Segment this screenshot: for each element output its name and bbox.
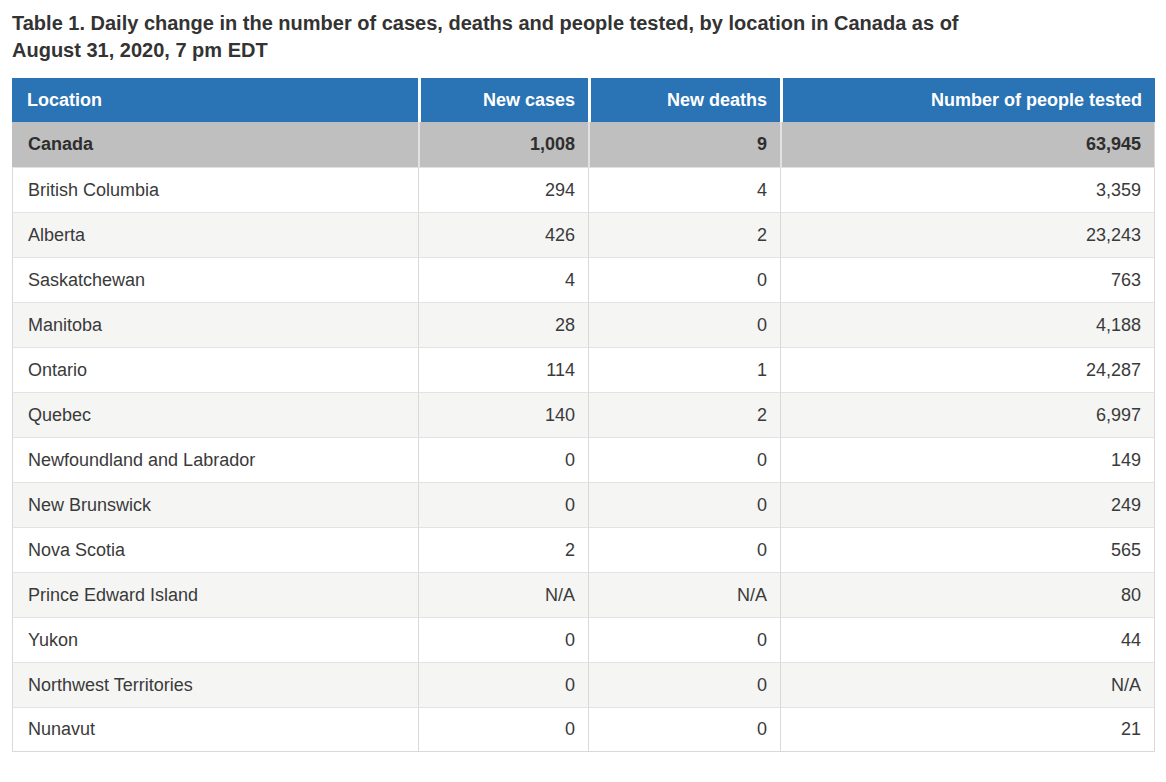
cell-new-cases: 114 xyxy=(418,347,588,392)
table-row-alberta: Alberta 426 2 23,243 xyxy=(12,212,1155,257)
cell-people-tested: 21 xyxy=(780,707,1155,752)
table-row-quebec: Quebec 140 2 6,997 xyxy=(12,392,1155,437)
cell-new-cases: 140 xyxy=(418,392,588,437)
cell-new-deaths: 0 xyxy=(588,302,780,347)
table-row-manitoba: Manitoba 28 0 4,188 xyxy=(12,302,1155,347)
cell-new-cases: 426 xyxy=(418,212,588,257)
header-row: Location New cases New deaths Number of … xyxy=(12,78,1155,122)
table-row-british-columbia: British Columbia 294 4 3,359 xyxy=(12,167,1155,212)
cell-new-cases: 294 xyxy=(418,167,588,212)
cell-people-tested: 6,997 xyxy=(780,392,1155,437)
cell-new-deaths: N/A xyxy=(588,572,780,617)
table-row-northwest-territories: Northwest Territories 0 0 N/A xyxy=(12,662,1155,707)
table-row-ontario: Ontario 114 1 24,287 xyxy=(12,347,1155,392)
cell-new-cases: 0 xyxy=(418,437,588,482)
cell-people-tested: N/A xyxy=(780,662,1155,707)
table-row-nunavut: Nunavut 0 0 21 xyxy=(12,707,1155,752)
cell-new-cases: 28 xyxy=(418,302,588,347)
cell-new-deaths: 0 xyxy=(588,707,780,752)
page: Table 1. Daily change in the number of c… xyxy=(0,0,1166,782)
cell-new-deaths: 0 xyxy=(588,662,780,707)
cell-location: Quebec xyxy=(12,392,418,437)
cell-people-tested: 149 xyxy=(780,437,1155,482)
cell-location: Nunavut xyxy=(12,707,418,752)
cell-new-deaths: 0 xyxy=(588,617,780,662)
cell-location: British Columbia xyxy=(12,167,418,212)
column-header-location: Location xyxy=(12,78,418,122)
table-title-line-2: August 31, 2020, 7 pm EDT xyxy=(12,37,1154,64)
table-title: Table 1. Daily change in the number of c… xyxy=(12,10,1154,64)
column-header-people-tested: Number of people tested xyxy=(780,78,1155,122)
cell-new-cases: 0 xyxy=(418,617,588,662)
cell-new-deaths: 2 xyxy=(588,212,780,257)
cell-location: Yukon xyxy=(12,617,418,662)
cell-location: Canada xyxy=(12,122,418,167)
cell-people-tested: 763 xyxy=(780,257,1155,302)
table-row-nova-scotia: Nova Scotia 2 0 565 xyxy=(12,527,1155,572)
cell-location: Nova Scotia xyxy=(12,527,418,572)
cell-location: Prince Edward Island xyxy=(12,572,418,617)
summary-row-canada: Canada 1,008 9 63,945 xyxy=(12,122,1155,167)
daily-change-table: Location New cases New deaths Number of … xyxy=(12,78,1155,752)
cell-new-deaths: 4 xyxy=(588,167,780,212)
table-row-prince-edward-island: Prince Edward Island N/A N/A 80 xyxy=(12,572,1155,617)
cell-new-cases: 4 xyxy=(418,257,588,302)
cell-location: Alberta xyxy=(12,212,418,257)
cell-new-deaths: 2 xyxy=(588,392,780,437)
cell-new-cases: 0 xyxy=(418,707,588,752)
cell-people-tested: 249 xyxy=(780,482,1155,527)
cell-new-cases: 1,008 xyxy=(418,122,588,167)
cell-people-tested: 44 xyxy=(780,617,1155,662)
table-title-line-1: Table 1. Daily change in the number of c… xyxy=(12,10,1154,37)
cell-new-deaths: 9 xyxy=(588,122,780,167)
table-row-newfoundland-and-labrador: Newfoundland and Labrador 0 0 149 xyxy=(12,437,1155,482)
cell-location: Newfoundland and Labrador xyxy=(12,437,418,482)
cell-new-deaths: 0 xyxy=(588,527,780,572)
column-header-new-deaths: New deaths xyxy=(588,78,780,122)
column-header-new-cases: New cases xyxy=(418,78,588,122)
cell-people-tested: 565 xyxy=(780,527,1155,572)
cell-new-deaths: 1 xyxy=(588,347,780,392)
cell-new-deaths: 0 xyxy=(588,437,780,482)
cell-people-tested: 3,359 xyxy=(780,167,1155,212)
table-row-yukon: Yukon 0 0 44 xyxy=(12,617,1155,662)
cell-people-tested: 23,243 xyxy=(780,212,1155,257)
cell-new-cases: N/A xyxy=(418,572,588,617)
cell-people-tested: 24,287 xyxy=(780,347,1155,392)
cell-people-tested: 63,945 xyxy=(780,122,1155,167)
cell-new-deaths: 0 xyxy=(588,482,780,527)
cell-new-cases: 0 xyxy=(418,482,588,527)
table-row-saskatchewan: Saskatchewan 4 0 763 xyxy=(12,257,1155,302)
cell-location: Saskatchewan xyxy=(12,257,418,302)
cell-location: Ontario xyxy=(12,347,418,392)
cell-people-tested: 4,188 xyxy=(780,302,1155,347)
cell-location: New Brunswick xyxy=(12,482,418,527)
table-row-new-brunswick: New Brunswick 0 0 249 xyxy=(12,482,1155,527)
cell-location: Northwest Territories xyxy=(12,662,418,707)
cell-people-tested: 80 xyxy=(780,572,1155,617)
cell-new-deaths: 0 xyxy=(588,257,780,302)
cell-new-cases: 0 xyxy=(418,662,588,707)
cell-location: Manitoba xyxy=(12,302,418,347)
cell-new-cases: 2 xyxy=(418,527,588,572)
